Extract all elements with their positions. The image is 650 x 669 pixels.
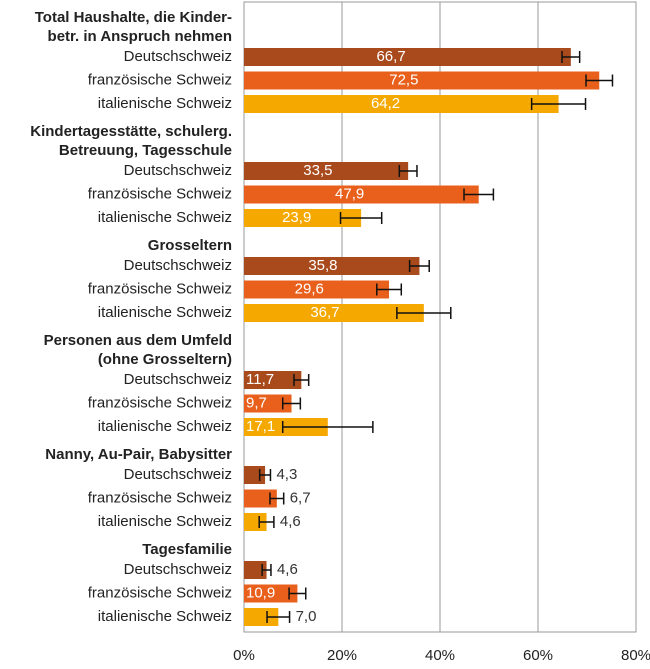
bar (244, 209, 362, 227)
bar (244, 162, 409, 180)
x-tick-label: 60% (523, 647, 553, 664)
value-label: 47,9 (335, 185, 364, 202)
group-label: Grosseltern (148, 237, 232, 254)
value-label: 72,5 (389, 71, 418, 88)
value-label: 4,3 (276, 466, 297, 483)
row-label: französische Schweiz (88, 489, 232, 506)
row-label: Deutschschweiz (124, 162, 232, 179)
value-label: 10,9 (246, 584, 275, 601)
x-tick-label: 0% (233, 647, 255, 664)
group-label: betr. in Anspruch nehmen (48, 28, 232, 45)
value-label: 17,1 (246, 418, 275, 435)
bar (244, 561, 267, 579)
value-label: 64,2 (371, 95, 400, 112)
row-label: Deutschschweiz (124, 561, 232, 578)
row-label: italienische Schweiz (98, 95, 232, 112)
group-label: Personen aus dem Umfeld (44, 332, 232, 349)
x-tick-label: 40% (425, 647, 455, 664)
bar (244, 304, 424, 322)
x-tick-label: 80% (621, 647, 650, 664)
x-tick-label: 20% (327, 647, 357, 664)
value-label: 35,8 (308, 257, 337, 274)
row-label: französische Schweiz (88, 280, 232, 297)
group-label: Total Haushalte, die Kinder- (35, 9, 232, 26)
value-label: 4,6 (280, 513, 301, 530)
row-label: Deutschschweiz (124, 466, 232, 483)
bar (244, 71, 600, 90)
bar (244, 257, 420, 275)
bar (244, 48, 571, 66)
value-label: 7,0 (296, 608, 317, 625)
bar (244, 584, 298, 603)
value-label: 23,9 (282, 209, 311, 226)
bar (244, 185, 479, 204)
value-label: 29,6 (295, 280, 324, 297)
bar (244, 608, 279, 626)
row-label: Deutschschweiz (124, 48, 232, 65)
bar (244, 280, 390, 299)
bar (244, 95, 559, 113)
row-label: französische Schweiz (88, 394, 232, 411)
group-label: Betreuung, Tagesschule (59, 142, 232, 159)
group-label: Nanny, Au-Pair, Babysitter (45, 446, 232, 463)
value-label: 4,6 (277, 561, 298, 578)
bar (244, 394, 292, 413)
bar (244, 371, 302, 389)
row-label: italienische Schweiz (98, 608, 232, 625)
row-label: italienische Schweiz (98, 209, 232, 226)
row-label: französische Schweiz (88, 71, 232, 88)
row-label: Deutschschweiz (124, 257, 232, 274)
row-label: Deutschschweiz (124, 371, 232, 388)
group-label: Kindertagesstätte, schulerg. (30, 123, 232, 140)
value-label: 6,7 (290, 489, 311, 506)
value-label: 36,7 (310, 304, 339, 321)
row-label: italienische Schweiz (98, 418, 232, 435)
row-label: italienische Schweiz (98, 513, 232, 530)
value-label: 33,5 (303, 162, 332, 179)
bar (244, 489, 277, 508)
group-label: Tagesfamilie (142, 541, 232, 558)
row-label: französische Schweiz (88, 584, 232, 601)
value-label: 11,7 (246, 371, 274, 388)
value-label: 66,7 (376, 48, 405, 65)
row-label: französische Schweiz (88, 185, 232, 202)
value-label: 9,7 (246, 394, 267, 411)
group-label: (ohne Grosseltern) (98, 351, 232, 368)
row-label: italienische Schweiz (98, 304, 232, 321)
bar (244, 513, 267, 531)
